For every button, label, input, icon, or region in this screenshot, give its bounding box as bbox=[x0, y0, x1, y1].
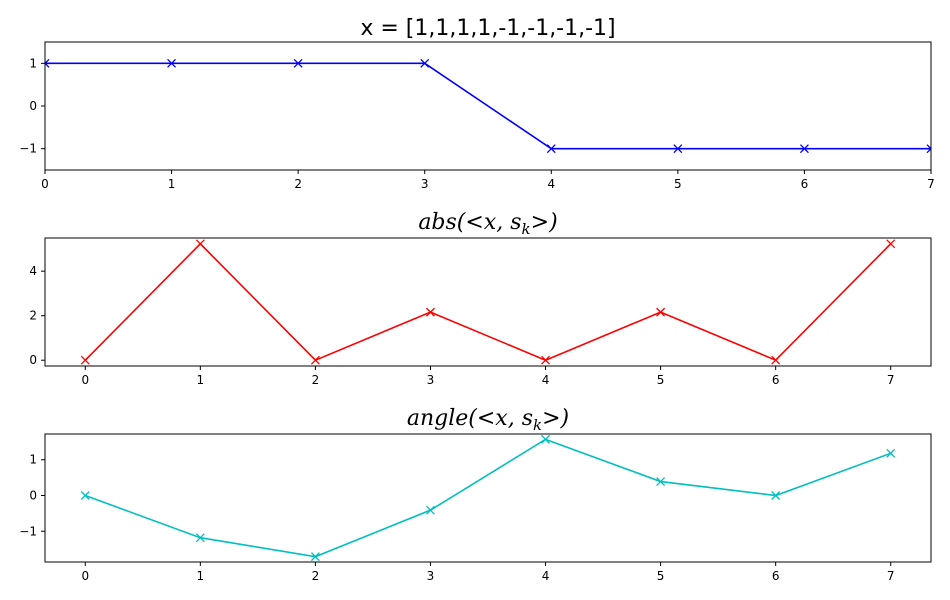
chart-1-xtick-label-7: 7 bbox=[927, 177, 935, 191]
chart-2-xtick-label-3: 3 bbox=[427, 373, 435, 387]
chart-2-xtick-label-7: 7 bbox=[887, 373, 895, 387]
chart-1-ytick-label-1: 0 bbox=[29, 99, 37, 113]
chart-3-title-end: >) bbox=[542, 406, 569, 431]
chart-1-xtick-label-1: 1 bbox=[168, 177, 176, 191]
chart-1-series-line bbox=[45, 62, 931, 150]
chart-3-xtick-label-2: 2 bbox=[312, 569, 320, 583]
chart-3-plot-area bbox=[80, 434, 896, 562]
chart-2-xtick-label-5: 5 bbox=[657, 373, 665, 387]
chart-3: 0 1 2 3 4 5 6 7 −1 0 1 bbox=[19, 433, 932, 583]
chart-3-title-x: x bbox=[495, 406, 508, 431]
chart-2-point-5 bbox=[656, 307, 666, 317]
chart-3-point-3 bbox=[426, 505, 435, 515]
chart-2-point-6 bbox=[771, 355, 781, 365]
chart-3-point-6 bbox=[771, 491, 781, 500]
chart-3-frame bbox=[44, 433, 932, 563]
chart-1-xtick-label-0: 0 bbox=[41, 177, 49, 191]
chart-1-point-6 bbox=[799, 144, 809, 154]
chart-2-point-1 bbox=[195, 239, 205, 249]
chart-2-point-7 bbox=[886, 239, 896, 249]
chart-1-point-7 bbox=[926, 144, 931, 154]
chart-2-title-s: s bbox=[510, 210, 521, 235]
chart-2-title-fn: abs(< bbox=[418, 210, 484, 235]
chart-1-xtick-label-3: 3 bbox=[421, 177, 429, 191]
chart-1-ytick-label-0: −1 bbox=[19, 142, 37, 156]
chart-1-xtick-label-2: 2 bbox=[294, 177, 302, 191]
chart-3-title: angle(<x, sk>) bbox=[407, 406, 569, 434]
chart-1-xtick-label-6: 6 bbox=[801, 177, 809, 191]
chart-1-point-5 bbox=[673, 144, 683, 154]
chart-3-title-fn: angle(< bbox=[407, 406, 495, 431]
chart-3-point-4 bbox=[541, 434, 550, 444]
chart-2-plot-area bbox=[80, 239, 896, 365]
chart-3-xtick-label-7: 7 bbox=[887, 569, 895, 583]
chart-3-ytick-label-1: 0 bbox=[29, 488, 37, 502]
chart-2-ytick-label-0: 0 bbox=[29, 353, 37, 367]
chart-1-xtick-label-4: 4 bbox=[547, 177, 555, 191]
chart-1-plot-area bbox=[45, 58, 931, 154]
chart-2-point-3 bbox=[426, 307, 435, 317]
chart-2: 0 1 2 3 4 5 6 7 0 2 4 bbox=[29, 237, 932, 387]
chart-2-title-x: x bbox=[484, 210, 497, 235]
chart-3-point-1 bbox=[195, 533, 205, 543]
chart-3-point-5 bbox=[656, 477, 666, 487]
chart-2-frame bbox=[44, 237, 932, 367]
chart-2-ytick-label-1: 2 bbox=[29, 309, 37, 323]
chart-2-point-0 bbox=[80, 355, 90, 365]
chart-1-title: x = [1,1,1,1,-1,-1,-1,-1] bbox=[360, 16, 615, 41]
chart-1-point-3 bbox=[420, 58, 430, 68]
chart-3-xtick-label-3: 3 bbox=[427, 569, 435, 583]
chart-1-xtick-label-5: 5 bbox=[674, 177, 682, 191]
chart-2-point-4 bbox=[541, 355, 550, 365]
chart-3-xtick-label-0: 0 bbox=[81, 569, 89, 583]
chart-3-point-0 bbox=[80, 491, 90, 500]
chart-1-ytick-label-2: 1 bbox=[29, 56, 37, 70]
chart-3-xtick-label-1: 1 bbox=[197, 569, 205, 583]
chart-3-point-7 bbox=[886, 448, 896, 458]
chart-2-title-sub: k bbox=[522, 220, 531, 238]
chart-2-xtick-label-6: 6 bbox=[772, 373, 780, 387]
chart-3-xtick-label-4: 4 bbox=[542, 569, 550, 583]
chart-3-ytick-label-0: −1 bbox=[19, 524, 37, 538]
chart-3-title-comma: , bbox=[508, 406, 522, 431]
chart-1-point-0 bbox=[45, 58, 50, 68]
chart-3-xtick-label-5: 5 bbox=[657, 569, 665, 583]
chart-3-series-line bbox=[84, 438, 892, 558]
chart-2-point-2 bbox=[310, 355, 320, 365]
chart-3-title-sub: k bbox=[533, 416, 542, 434]
chart-2-series-line bbox=[84, 242, 892, 362]
chart-3-point-2 bbox=[310, 552, 320, 562]
chart-3-ytick-label-2: 1 bbox=[29, 453, 37, 467]
chart-2-xtick-label-0: 0 bbox=[81, 373, 89, 387]
chart-3-title-s: s bbox=[522, 406, 533, 431]
chart-3-xtick-label-6: 6 bbox=[772, 569, 780, 583]
chart-2-xtick-label-4: 4 bbox=[542, 373, 550, 387]
chart-2-ytick-label-2: 4 bbox=[29, 264, 37, 278]
chart-1: 0 1 2 3 4 5 6 7 −1 0 1 bbox=[19, 41, 935, 191]
chart-2-xtick-label-2: 2 bbox=[312, 373, 320, 387]
chart-1-point-2 bbox=[293, 58, 303, 68]
chart-1-point-4 bbox=[546, 144, 556, 154]
chart-2-title: abs(<x, sk>) bbox=[418, 210, 557, 238]
chart-1-point-1 bbox=[167, 58, 177, 68]
chart-2-xtick-label-1: 1 bbox=[197, 373, 205, 387]
chart-2-title-end: >) bbox=[531, 210, 558, 235]
chart-2-title-comma: , bbox=[496, 210, 510, 235]
